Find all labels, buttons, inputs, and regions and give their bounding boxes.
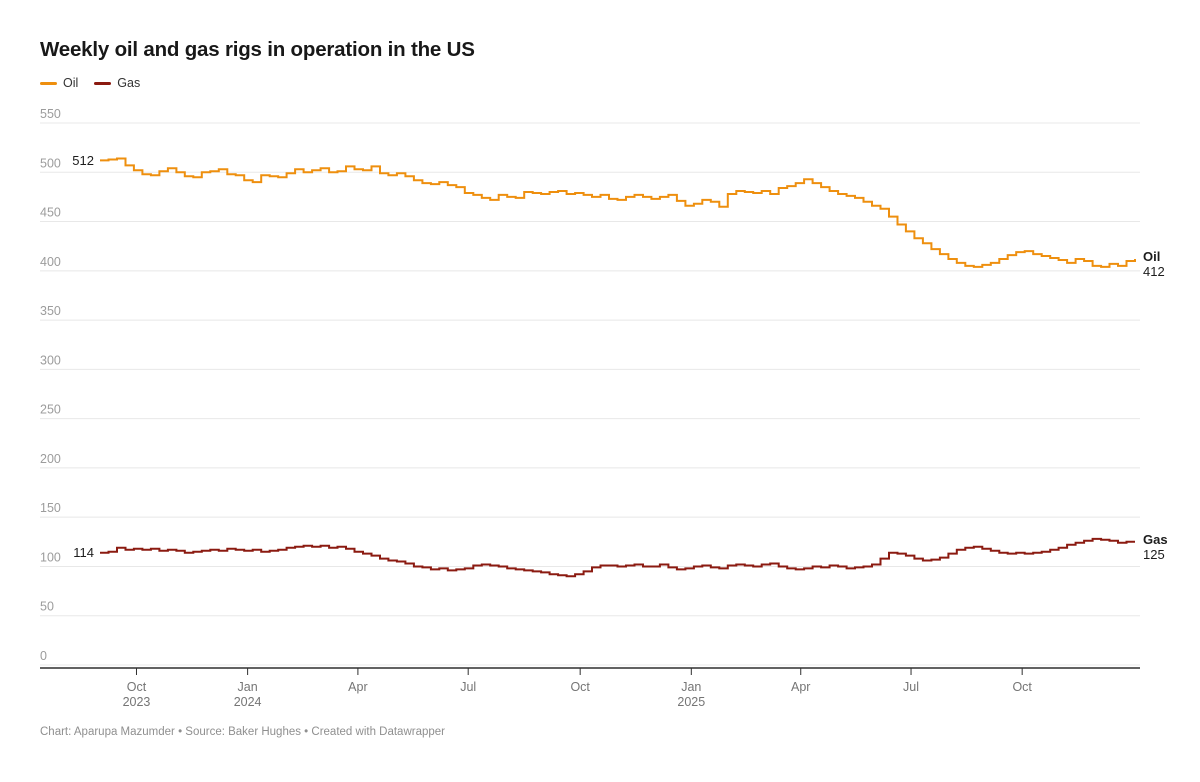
legend-item-oil: Oil bbox=[40, 76, 78, 90]
y-axis-label: 150 bbox=[40, 501, 61, 515]
attribution-footer: Chart: Aparupa Mazumder • Source: Baker … bbox=[40, 726, 445, 738]
oil-start-value-label: 512 bbox=[72, 153, 94, 168]
gas-line bbox=[100, 537, 1135, 578]
gas-start-value-label: 114 bbox=[73, 545, 94, 560]
y-axis-label: 250 bbox=[40, 403, 61, 417]
x-axis-year-label: 2023 bbox=[123, 695, 151, 709]
legend-item-gas: Gas bbox=[94, 76, 140, 90]
y-axis-label: 450 bbox=[40, 206, 61, 220]
x-axis-label: Apr bbox=[348, 680, 367, 694]
gas-end-name-label: Gas bbox=[1143, 532, 1168, 547]
y-axis-label: 500 bbox=[40, 156, 61, 170]
x-axis-label: Apr bbox=[791, 680, 810, 694]
x-axis-label: Jul bbox=[460, 680, 476, 694]
gas-end-value-label: 125 bbox=[1143, 547, 1165, 562]
y-axis-label: 200 bbox=[40, 452, 61, 466]
y-axis-label: 100 bbox=[40, 550, 61, 564]
x-axis-year-label: 2025 bbox=[677, 695, 705, 709]
y-axis-label: 50 bbox=[40, 600, 54, 614]
x-axis-label: Jul bbox=[903, 680, 919, 694]
y-axis-label: 400 bbox=[40, 255, 61, 269]
chart-title: Weekly oil and gas rigs in operation in … bbox=[40, 38, 475, 61]
x-axis-label: Oct bbox=[1012, 680, 1032, 694]
legend: Oil Gas bbox=[40, 76, 140, 90]
oil-end-name-label: Oil bbox=[1143, 249, 1160, 264]
y-axis-label: 350 bbox=[40, 304, 61, 318]
legend-label-gas: Gas bbox=[117, 76, 141, 90]
x-axis-label: Jan bbox=[681, 680, 701, 694]
oil-line bbox=[100, 157, 1136, 268]
legend-label-oil: Oil bbox=[63, 76, 79, 90]
y-axis-label: 300 bbox=[40, 353, 61, 367]
oil-end-value-label: 412 bbox=[1143, 264, 1165, 279]
x-axis-label: Oct bbox=[127, 680, 147, 694]
x-axis-year-label: 2024 bbox=[234, 695, 262, 709]
x-axis-label: Oct bbox=[570, 680, 590, 694]
x-axis-label: Jan bbox=[238, 680, 258, 694]
y-axis-label: 0 bbox=[40, 649, 47, 663]
y-axis-label: 550 bbox=[40, 107, 61, 121]
gas-swatch-icon bbox=[94, 81, 112, 85]
oil-swatch-icon bbox=[40, 81, 57, 85]
